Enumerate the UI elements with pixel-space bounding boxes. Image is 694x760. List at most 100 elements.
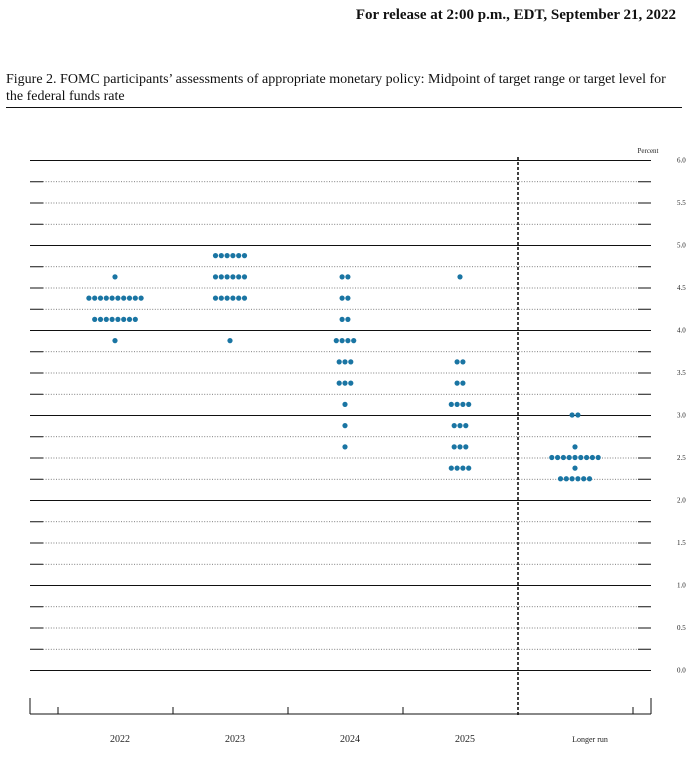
x-category-label: 2022	[110, 734, 130, 745]
participant-dot	[339, 316, 345, 322]
dot-column	[333, 274, 357, 450]
release-note: For release at 2:00 p.m., EDT, September…	[355, 7, 676, 23]
y-tick-label: 6.0	[677, 157, 686, 165]
participant-dot	[97, 316, 104, 322]
participant-dot	[586, 476, 593, 482]
dot-column	[86, 274, 144, 344]
x-category-label: 2023	[225, 734, 245, 745]
axis-labels: 6.0 5.5 5.0 4.5 4.0 3.5 3.0 2.5 2.0 1.5 1.0 0.5 0.0 P…	[110, 147, 686, 745]
y-tick-label: 5.5	[677, 199, 686, 207]
participant-dot	[241, 295, 248, 301]
participant-dot	[227, 338, 233, 344]
y-tick-label: 1.5	[677, 539, 686, 547]
participant-dot	[336, 359, 342, 365]
participant-dot	[460, 401, 466, 407]
x-axis	[29, 157, 652, 716]
participant-dot	[132, 295, 138, 301]
participant-dot	[236, 295, 242, 301]
participant-dot	[454, 380, 460, 386]
participant-dot	[138, 295, 144, 301]
participant-dot	[126, 295, 133, 301]
participant-dot	[589, 454, 596, 461]
participant-dot	[218, 253, 224, 259]
participant-dot	[451, 423, 457, 429]
participant-dot	[457, 423, 463, 429]
participant-dot	[92, 316, 98, 322]
participant-dot	[236, 274, 242, 280]
participant-dot	[466, 465, 472, 471]
participant-dot	[451, 444, 457, 450]
dot-column	[212, 253, 248, 344]
participant-dot	[112, 274, 118, 280]
participant-dot	[563, 476, 569, 482]
participant-dot	[345, 295, 351, 301]
participant-dot	[224, 253, 230, 259]
participant-dot	[115, 316, 121, 322]
participant-dot	[121, 316, 127, 322]
y-axis-unit-label: Percent	[638, 147, 659, 155]
participant-dot	[333, 338, 339, 344]
participant-dot	[572, 444, 578, 450]
participant-dot	[339, 295, 345, 301]
participant-dot	[103, 295, 109, 301]
dot-marks	[86, 253, 601, 482]
participant-dot	[581, 476, 587, 482]
y-tick-label: 3.5	[677, 369, 686, 377]
participant-dot	[97, 295, 104, 301]
participant-dot	[218, 274, 224, 280]
participant-dot	[595, 454, 601, 461]
participant-dot	[454, 359, 460, 365]
participant-dot	[569, 476, 575, 482]
participant-dot	[236, 253, 242, 259]
participant-dot	[448, 465, 454, 471]
participant-dot	[448, 401, 454, 407]
participant-dot	[121, 295, 127, 301]
participant-dot	[584, 454, 590, 461]
y-tick-label: 0.0	[677, 667, 686, 675]
y-tick-label: 2.0	[677, 497, 686, 505]
participant-dot	[466, 401, 472, 407]
dot-column	[448, 274, 472, 471]
participant-dot	[112, 338, 118, 344]
x-category-label: 2024	[340, 734, 360, 745]
participant-dot	[454, 401, 460, 407]
participant-dot	[342, 380, 348, 386]
participant-dot	[241, 253, 248, 259]
participant-dot	[566, 454, 572, 461]
participant-dot	[351, 338, 357, 344]
participant-dot	[342, 401, 348, 407]
participant-dot	[342, 359, 348, 365]
participant-dot	[218, 295, 224, 301]
participant-dot	[339, 338, 345, 344]
participant-dot	[342, 423, 348, 429]
grid-lines	[30, 160, 651, 671]
participant-dot	[336, 380, 342, 386]
participant-dot	[575, 412, 581, 418]
participant-dot	[212, 295, 219, 301]
participant-dot	[109, 316, 115, 322]
participant-dot	[463, 444, 469, 450]
participant-dot	[339, 274, 345, 280]
y-tick-label: 1.0	[677, 582, 686, 590]
participant-dot	[230, 295, 236, 301]
participant-dot	[578, 454, 584, 461]
y-tick-label: 4.0	[677, 327, 686, 335]
participant-dot	[457, 444, 463, 450]
participant-dot	[103, 316, 109, 322]
participant-dot	[86, 295, 92, 301]
participant-dot	[454, 465, 460, 471]
participant-dot	[457, 274, 463, 280]
participant-dot	[224, 295, 230, 301]
participant-dot	[575, 476, 581, 482]
participant-dot	[109, 295, 115, 301]
participant-dot	[549, 454, 555, 461]
participant-dot	[342, 444, 348, 450]
participant-dot	[463, 423, 469, 429]
participant-dot	[348, 380, 354, 386]
y-tick-label: 2.5	[677, 454, 686, 462]
participant-dot	[460, 359, 466, 365]
participant-dot	[560, 454, 567, 461]
caption-rule	[6, 107, 682, 108]
participant-dot	[460, 380, 466, 386]
participant-dot	[212, 274, 219, 280]
